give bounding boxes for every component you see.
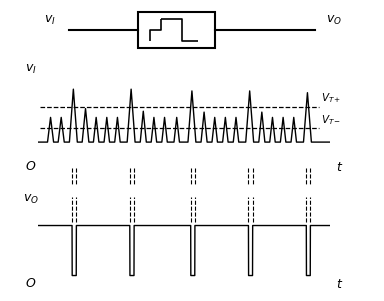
Text: $v_O$: $v_O$ bbox=[326, 14, 342, 27]
Text: $t$: $t$ bbox=[336, 278, 343, 291]
Bar bbox=[138, 12, 215, 48]
Text: $V_{T-}$: $V_{T-}$ bbox=[321, 113, 342, 127]
Text: $v_I$: $v_I$ bbox=[25, 63, 36, 76]
Text: $O$: $O$ bbox=[25, 277, 36, 290]
Text: $t$: $t$ bbox=[336, 161, 343, 174]
Text: $v_O$: $v_O$ bbox=[23, 193, 39, 206]
Text: $O$: $O$ bbox=[25, 160, 36, 173]
Text: $v_I$: $v_I$ bbox=[44, 14, 56, 27]
Text: $V_{T+}$: $V_{T+}$ bbox=[321, 91, 342, 105]
